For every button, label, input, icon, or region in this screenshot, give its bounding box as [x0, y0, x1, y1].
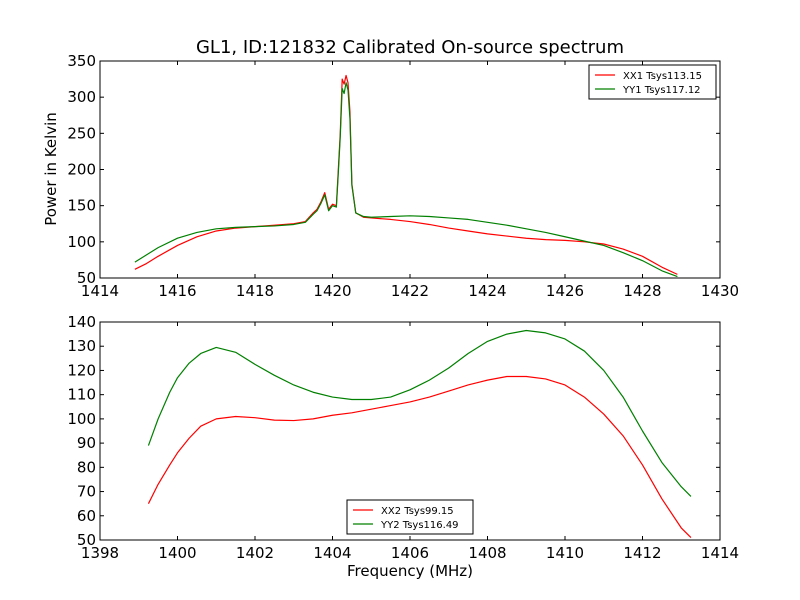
y-tick-label: 70	[77, 483, 96, 501]
y-tick-label: 350	[67, 52, 96, 70]
y-tick-label: 130	[67, 337, 96, 355]
y-tick-label: 80	[77, 458, 96, 476]
x-tick-label: 1424	[468, 282, 506, 300]
x-tick-label: 1402	[236, 544, 274, 562]
y-tick-label: 120	[67, 361, 96, 379]
y-tick-label: 100	[67, 410, 96, 428]
chart-bottom: Frequency (MHz) 1398 1400 1402 1404 1406 1408…	[67, 313, 739, 580]
legend-box	[588, 64, 717, 100]
y-tick-label: 50	[77, 531, 96, 549]
y-tick-label: 50	[77, 269, 96, 287]
series-line-2	[134, 82, 678, 278]
x-tick-label: 1414	[701, 544, 739, 562]
legend-label: XX1 Tsys113.15	[623, 71, 702, 82]
x-tick-label: 1410	[546, 544, 584, 562]
y-tick-label: 60	[77, 507, 96, 525]
y-tick-label: 150	[67, 197, 96, 215]
y-tick-label: 140	[67, 313, 96, 331]
chart-top-y-axis-label: Power in Kelvin	[42, 112, 60, 226]
x-tick-label: 1430	[701, 282, 739, 300]
x-tick-label: 1404	[313, 544, 351, 562]
x-tick-label: 1418	[236, 282, 274, 300]
x-tick-label: 1398	[81, 544, 119, 562]
x-tick-label: 1428	[623, 282, 661, 300]
x-tick-label: 1414	[81, 282, 119, 300]
chart-top-title: GL1, ID:121832 Calibrated On-source spec…	[196, 37, 624, 58]
x-tick-label: 1412	[623, 544, 661, 562]
chart-top-plot-area: 1414 1416 1418 1420 1422 1424 1426 1428 1430 50 10…	[67, 52, 739, 300]
legend: XX2 Tsys99.15 YY2 Tsys116.49	[346, 499, 474, 535]
chart-top: GL1, ID:121832 Calibrated On-source spec…	[42, 37, 739, 300]
legend-label: XX2 Tsys99.15	[381, 506, 454, 517]
series-line-1	[147, 375, 692, 539]
x-tick-label: 1420	[313, 282, 351, 300]
y-tick-label: 90	[77, 434, 96, 452]
y-tick-label: 300	[67, 88, 96, 106]
x-tick-label: 1400	[158, 544, 196, 562]
chart-bottom-plot-area: 1398 1400 1402 1404 1406 1408 1410 1412 1414 50 60…	[67, 313, 739, 562]
x-tick-label: 1426	[546, 282, 584, 300]
legend-box	[346, 499, 474, 535]
x-tick-label: 1406	[391, 544, 429, 562]
legend: XX1 Tsys113.15 YY1 Tsys117.12	[588, 64, 717, 100]
chart-bottom-x-axis-label: Frequency (MHz)	[347, 562, 473, 580]
legend-label: YY1 Tsys117.12	[622, 85, 701, 96]
y-tick-label: 110	[67, 386, 96, 404]
x-tick-label: 1416	[158, 282, 196, 300]
y-tick-label: 100	[67, 233, 96, 251]
y-tick-label: 250	[67, 124, 96, 142]
legend-label: YY2 Tsys116.49	[380, 520, 459, 531]
series-line-2	[147, 329, 692, 497]
x-tick-label: 1408	[468, 544, 506, 562]
x-tick-label: 1422	[391, 282, 429, 300]
y-tick-label: 200	[67, 161, 96, 179]
